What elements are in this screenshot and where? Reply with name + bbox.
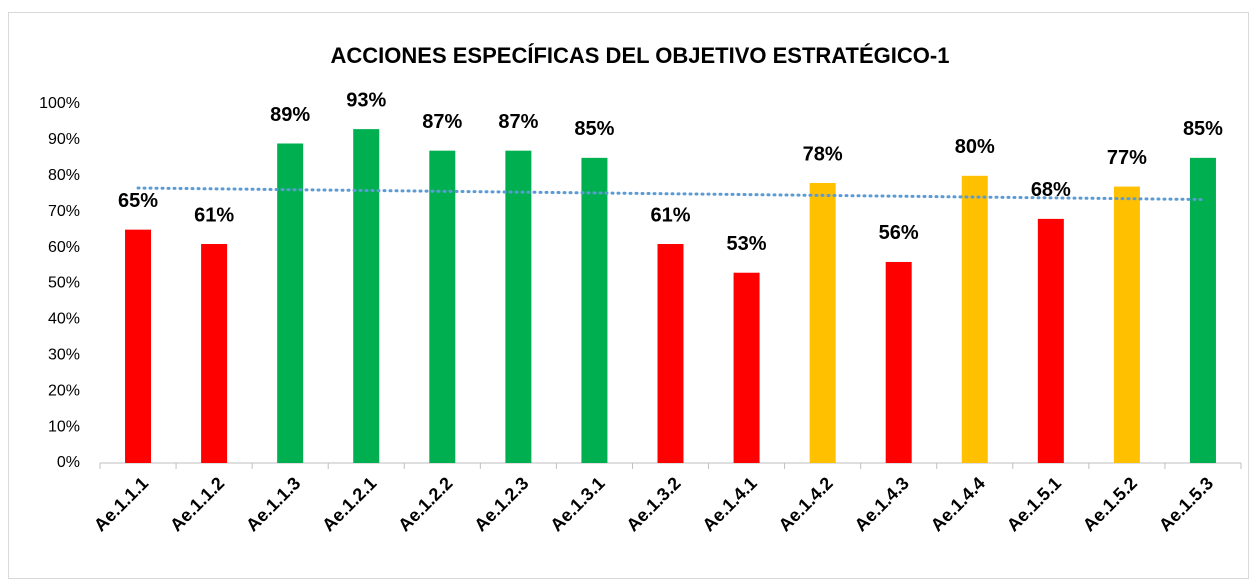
data-label: 85% bbox=[1183, 118, 1223, 140]
bar bbox=[201, 244, 228, 463]
bar bbox=[277, 143, 304, 464]
data-label: 61% bbox=[650, 204, 690, 226]
y-tick-label: 80% bbox=[48, 167, 80, 184]
bar bbox=[733, 272, 760, 463]
data-label: 77% bbox=[1107, 147, 1147, 169]
bar bbox=[505, 150, 532, 464]
data-label: 85% bbox=[574, 118, 614, 140]
y-tick-label: 20% bbox=[48, 382, 80, 399]
y-tick-label: 10% bbox=[48, 418, 80, 435]
bar bbox=[125, 229, 152, 463]
bar bbox=[1189, 157, 1216, 463]
data-label: 80% bbox=[955, 136, 995, 158]
bar bbox=[809, 182, 836, 464]
data-label: 78% bbox=[803, 143, 843, 165]
data-label: 68% bbox=[1031, 179, 1071, 201]
bar bbox=[657, 244, 684, 463]
trendline bbox=[136, 186, 1205, 201]
data-label: 53% bbox=[727, 233, 767, 255]
bar bbox=[429, 150, 456, 464]
y-tick-label: 100% bbox=[39, 95, 80, 112]
bar bbox=[1037, 218, 1064, 463]
y-tick-label: 90% bbox=[48, 131, 80, 148]
y-tick-label: 30% bbox=[48, 347, 80, 364]
bar bbox=[961, 175, 988, 464]
bar bbox=[1113, 186, 1140, 463]
data-label: 61% bbox=[194, 204, 234, 226]
y-tick-label: 50% bbox=[48, 275, 80, 292]
data-label: 87% bbox=[422, 111, 462, 133]
y-tick-label: 70% bbox=[48, 203, 80, 220]
y-tick-label: 40% bbox=[48, 311, 80, 328]
bar bbox=[581, 157, 608, 463]
y-tick-label: 0% bbox=[57, 454, 80, 471]
data-label: 89% bbox=[270, 104, 310, 126]
data-label: 65% bbox=[118, 190, 158, 212]
y-tick-label: 60% bbox=[48, 239, 80, 256]
data-label: 93% bbox=[346, 89, 386, 111]
bar bbox=[885, 261, 912, 463]
data-label: 56% bbox=[879, 222, 919, 244]
bar bbox=[353, 129, 380, 463]
chart-title: ACCIONES ESPECÍFICAS DEL OBJETIVO ESTRAT… bbox=[331, 43, 950, 68]
data-label: 87% bbox=[498, 111, 538, 133]
